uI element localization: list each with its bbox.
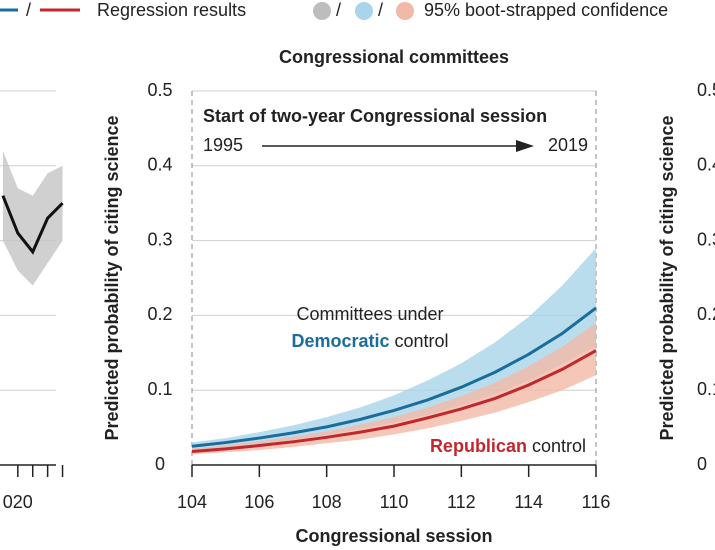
x-axis-label: Congressional session xyxy=(295,526,492,546)
annotation-arrowhead xyxy=(516,140,534,152)
x-tick-label: 020 xyxy=(3,492,33,512)
y-tick-label: 0.1 xyxy=(147,379,172,399)
party-name: Republican xyxy=(430,436,527,456)
annotation-text: control xyxy=(395,331,449,351)
y-tick-label: 0.1 xyxy=(697,379,715,399)
legend-line-label: Regression results xyxy=(97,0,246,20)
x-tick-label: 110 xyxy=(380,492,409,512)
x-tick-label: 114 xyxy=(514,492,543,512)
x-tick-label: 116 xyxy=(582,492,611,512)
x-tick-label: 112 xyxy=(447,492,476,512)
regression-line xyxy=(191,349,597,454)
y-tick-label: 0.5 xyxy=(147,80,172,100)
legend-separator: / xyxy=(26,0,31,20)
regression-line xyxy=(191,306,597,448)
legend-swatch-red xyxy=(396,2,414,20)
y-tick-label: 0.4 xyxy=(697,155,715,175)
annotation-dem-line1: Committees under xyxy=(296,304,443,324)
y-tick-label: 0.4 xyxy=(147,155,172,175)
annotation-end: 2019 xyxy=(548,135,588,155)
annotation-start: 1995 xyxy=(203,135,243,155)
annotation-text: control xyxy=(532,436,586,456)
regression-line xyxy=(1,195,64,255)
legend-swatch-blue xyxy=(355,2,373,20)
annotation-dem: Democratic control xyxy=(291,331,448,351)
confidence-band xyxy=(2,150,63,286)
legend-separator: / xyxy=(378,0,383,20)
x-tick-label: 106 xyxy=(244,492,274,512)
annotation-title: Start of two-year Congressional session xyxy=(203,106,547,126)
annotation-rep: Republican control xyxy=(430,436,586,456)
y-tick-label: 0.3 xyxy=(697,229,715,249)
y-tick-label: 0 xyxy=(697,454,707,474)
y-axis-label: Predicted probability of citing science xyxy=(102,115,122,440)
party-name: Democratic xyxy=(291,331,389,351)
y-tick-label: 0.2 xyxy=(697,304,715,324)
panel-header: Congressional committees xyxy=(279,47,509,67)
y-tick-label: 0.2 xyxy=(147,304,172,324)
legend-band-label: 95% boot-strapped confidence xyxy=(424,0,668,20)
legend-separator: / xyxy=(336,0,341,20)
y-axis-label: Predicted probability of citing science xyxy=(657,115,677,440)
y-tick-label: 0.5 xyxy=(697,80,715,100)
legend-swatch-gray xyxy=(313,2,331,20)
x-tick-label: 108 xyxy=(312,492,342,512)
y-tick-label: 0 xyxy=(155,454,165,474)
x-tick-label: 104 xyxy=(177,492,207,512)
confidence-band xyxy=(192,322,596,455)
y-tick-label: 0.3 xyxy=(147,229,172,249)
